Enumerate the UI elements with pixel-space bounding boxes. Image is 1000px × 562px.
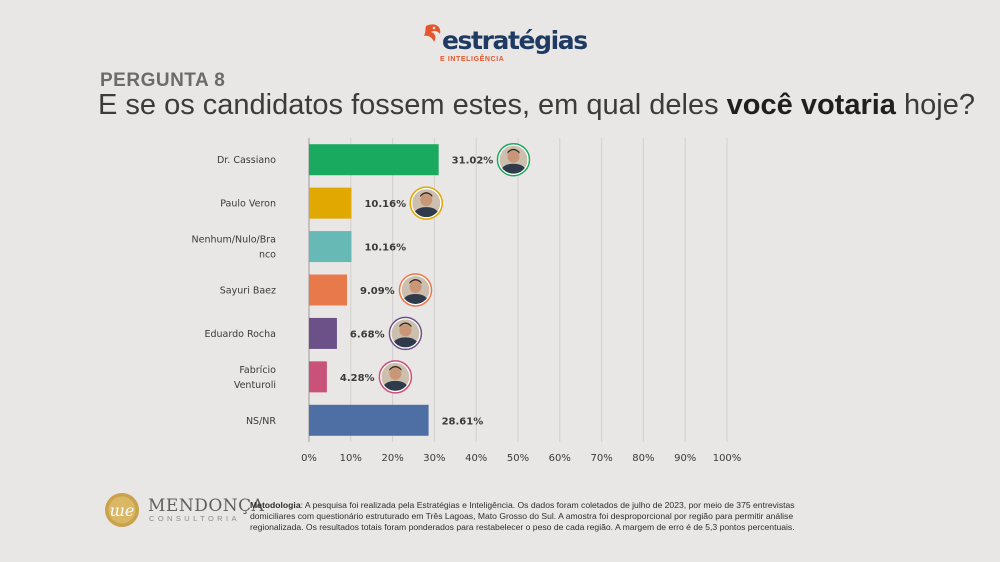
category-label: Sayuri Baez xyxy=(220,286,276,297)
avatar-suit xyxy=(381,380,410,391)
value-label: 4.28% xyxy=(340,373,375,384)
bar xyxy=(309,144,439,176)
bar xyxy=(309,187,352,219)
category-label: Paulo Veron xyxy=(220,199,276,210)
svg-text:ɯe: ɯe xyxy=(110,501,135,520)
x-tick-label: 30% xyxy=(423,453,445,464)
x-tick-label: 0% xyxy=(301,453,317,464)
avatar-suit xyxy=(499,163,528,174)
x-tick-label: 100% xyxy=(713,453,742,464)
avatar-face xyxy=(507,150,520,163)
question-number: PERGUNTA 8 xyxy=(100,70,226,91)
mendonca-logo: ɯe MENDONÇA CONSULTORIA xyxy=(100,490,264,530)
candidate-photos xyxy=(378,142,531,394)
bar xyxy=(309,231,352,263)
labels: Dr. Cassiano 31.02% Paulo Veron 10.16% Nenhu… xyxy=(192,155,494,427)
value-label: 10.16% xyxy=(364,199,406,210)
avatar-hair xyxy=(389,365,402,371)
avatar-photo xyxy=(391,319,420,348)
bar xyxy=(309,404,429,436)
x-tick-label: 40% xyxy=(465,453,487,464)
avatar-photo xyxy=(499,145,528,174)
avatar-face xyxy=(399,324,412,337)
avatar-face xyxy=(389,367,402,380)
avatar-photo xyxy=(401,276,430,304)
category-label: nco xyxy=(259,250,276,261)
methodology-label: Metodologia xyxy=(250,500,301,510)
avatar-hair xyxy=(420,192,433,198)
x-tick-label: 90% xyxy=(674,453,696,464)
x-tick-label: 10% xyxy=(340,453,362,464)
candidate-photo-avatar xyxy=(409,186,444,220)
avatar-hair xyxy=(409,279,422,284)
x-tick-label: 50% xyxy=(507,453,529,464)
avatar-face xyxy=(420,194,433,207)
question-title: E se os candidatos fossem estes, em qual… xyxy=(98,89,975,122)
avatar-suit xyxy=(391,337,420,348)
mendonca-emblem-icon: ɯe xyxy=(105,493,139,527)
category-label: Eduardo Rocha xyxy=(204,329,276,340)
value-label: 31.02% xyxy=(452,156,494,167)
candidate-photo-avatar xyxy=(496,142,531,177)
company-subtitle: CONSULTORIA xyxy=(149,514,240,523)
value-label: 9.09% xyxy=(360,286,395,297)
value-label: 10.16% xyxy=(364,243,406,254)
x-tick-label: 20% xyxy=(381,453,403,464)
x-tick-label: 70% xyxy=(590,453,612,464)
bar xyxy=(309,274,347,306)
x-tick-label: 80% xyxy=(632,453,654,464)
x-axis-ticks: 0% 10% 20% 30% 40% 50% 60% 70% 80% 90% 100% xyxy=(301,453,741,464)
brand-tagline: E INTELIGÊNCIA xyxy=(440,56,505,63)
category-label: Nenhum/Nulo/Bra xyxy=(192,235,277,246)
value-label: 28.61% xyxy=(442,416,484,427)
brand-name: estratégias xyxy=(442,26,588,55)
x-tick-label: 60% xyxy=(549,453,571,464)
candidate-photo-avatar xyxy=(398,273,433,307)
value-label: 6.68% xyxy=(350,329,385,340)
bar xyxy=(309,361,327,393)
question-text-bold: você votaria xyxy=(726,89,896,121)
avatar-suit xyxy=(401,294,430,304)
candidate-photo-avatar xyxy=(378,360,413,394)
avatar-face xyxy=(409,281,422,293)
category-label: Venturoli xyxy=(234,380,276,391)
question-text-after: hoje? xyxy=(895,89,975,121)
avatar-photo xyxy=(412,189,441,218)
bar xyxy=(309,317,337,349)
avatar-hair xyxy=(399,322,412,328)
avatar-suit xyxy=(412,207,441,218)
eagle-icon xyxy=(424,24,441,42)
estrategias-logo: estratégias E INTELIGÊNCIA xyxy=(422,22,588,68)
avatar-hair xyxy=(507,148,520,154)
avatar-photo xyxy=(381,362,410,391)
category-label: NS/NR xyxy=(246,416,276,427)
methodology-body: : A pesquisa foi realizada pela Estratég… xyxy=(250,500,795,532)
candidate-photo-avatar xyxy=(388,316,423,351)
methodology-text: Metodologia: A pesquisa foi realizada pe… xyxy=(250,500,810,533)
category-label: Dr. Cassiano xyxy=(217,155,276,166)
company-name: MENDONÇA xyxy=(148,496,265,516)
bars xyxy=(309,144,439,436)
question-text-before: E se os candidatos fossem estes, em qual… xyxy=(98,89,727,121)
category-label: Fabrício xyxy=(239,365,276,376)
